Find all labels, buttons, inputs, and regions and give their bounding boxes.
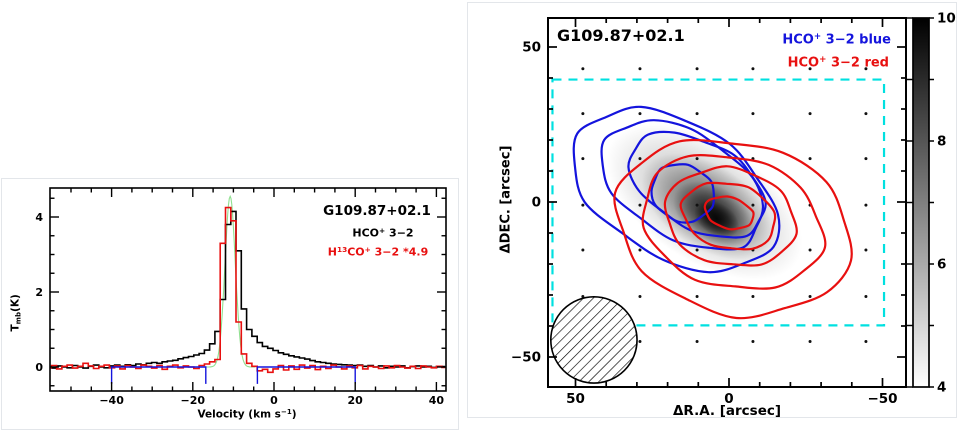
- svg-text:−20: −20: [181, 394, 206, 407]
- spectrum-plot: −40 −20 0 20 40 0 2 4: [35, 187, 447, 407]
- svg-text:0: 0: [532, 195, 541, 211]
- map-axes: 50 50 0 0 −50 −50: [511, 17, 907, 407]
- svg-text:8: 8: [937, 134, 946, 150]
- svg-text:−50: −50: [867, 391, 897, 407]
- figure-image-borders: [1, 2, 957, 430]
- spectrum-source-label: G109.87+02.1: [323, 203, 431, 219]
- svg-text:50: 50: [522, 40, 541, 56]
- svg-text:−40: −40: [99, 394, 124, 407]
- svg-text:−50: −50: [511, 350, 541, 366]
- grayscale-emission: [606, 124, 803, 280]
- map-legend-blue-label: HCO+ 3−2 blue: [782, 32, 891, 48]
- svg-text:4: 4: [937, 380, 946, 396]
- map-legend-red-label: HCO+ 3−2 red: [787, 55, 889, 71]
- svg-text:0: 0: [35, 361, 43, 374]
- beam-circle: [549, 296, 638, 384]
- svg-text:2: 2: [35, 286, 43, 299]
- redshifted-contours: [613, 138, 853, 320]
- spectrum-x-axis-label: Velocity (km s−1): [197, 407, 297, 421]
- colorbar: 4 6 8 10: [907, 11, 956, 396]
- baseline-window-markers: [110, 366, 356, 384]
- spectrum-y-axis-label: Tmb(K): [9, 294, 23, 332]
- map-source-label: G109.87+02.1: [557, 26, 685, 45]
- map-content: [549, 67, 886, 384]
- svg-text:10: 10: [937, 11, 956, 27]
- spectrum-line2-label: H13CO+ 3−2 *4.9: [327, 245, 429, 259]
- gaussian-fit-curve: [205, 194, 256, 368]
- map-x-axis-label: ΔR.A. [arcsec]: [672, 403, 782, 419]
- svg-text:40: 40: [429, 394, 445, 407]
- svg-text:4: 4: [35, 211, 43, 224]
- spectrum-line1-label: HCO+ 3−2: [352, 226, 414, 240]
- svg-text:50: 50: [566, 391, 585, 407]
- svg-text:0: 0: [270, 394, 278, 407]
- svg-text:6: 6: [937, 257, 946, 273]
- contour-map-plot: 50 50 0 0 −50 −50 4 6 8 10: [511, 11, 956, 408]
- svg-text:0: 0: [724, 391, 733, 407]
- svg-text:20: 20: [348, 394, 364, 407]
- spectrum-data: [50, 194, 446, 384]
- map-y-axis-label: ΔDEC. [arcsec]: [498, 145, 514, 254]
- spectrum-axes: −40 −20 0 20 40 0 2 4: [35, 187, 447, 407]
